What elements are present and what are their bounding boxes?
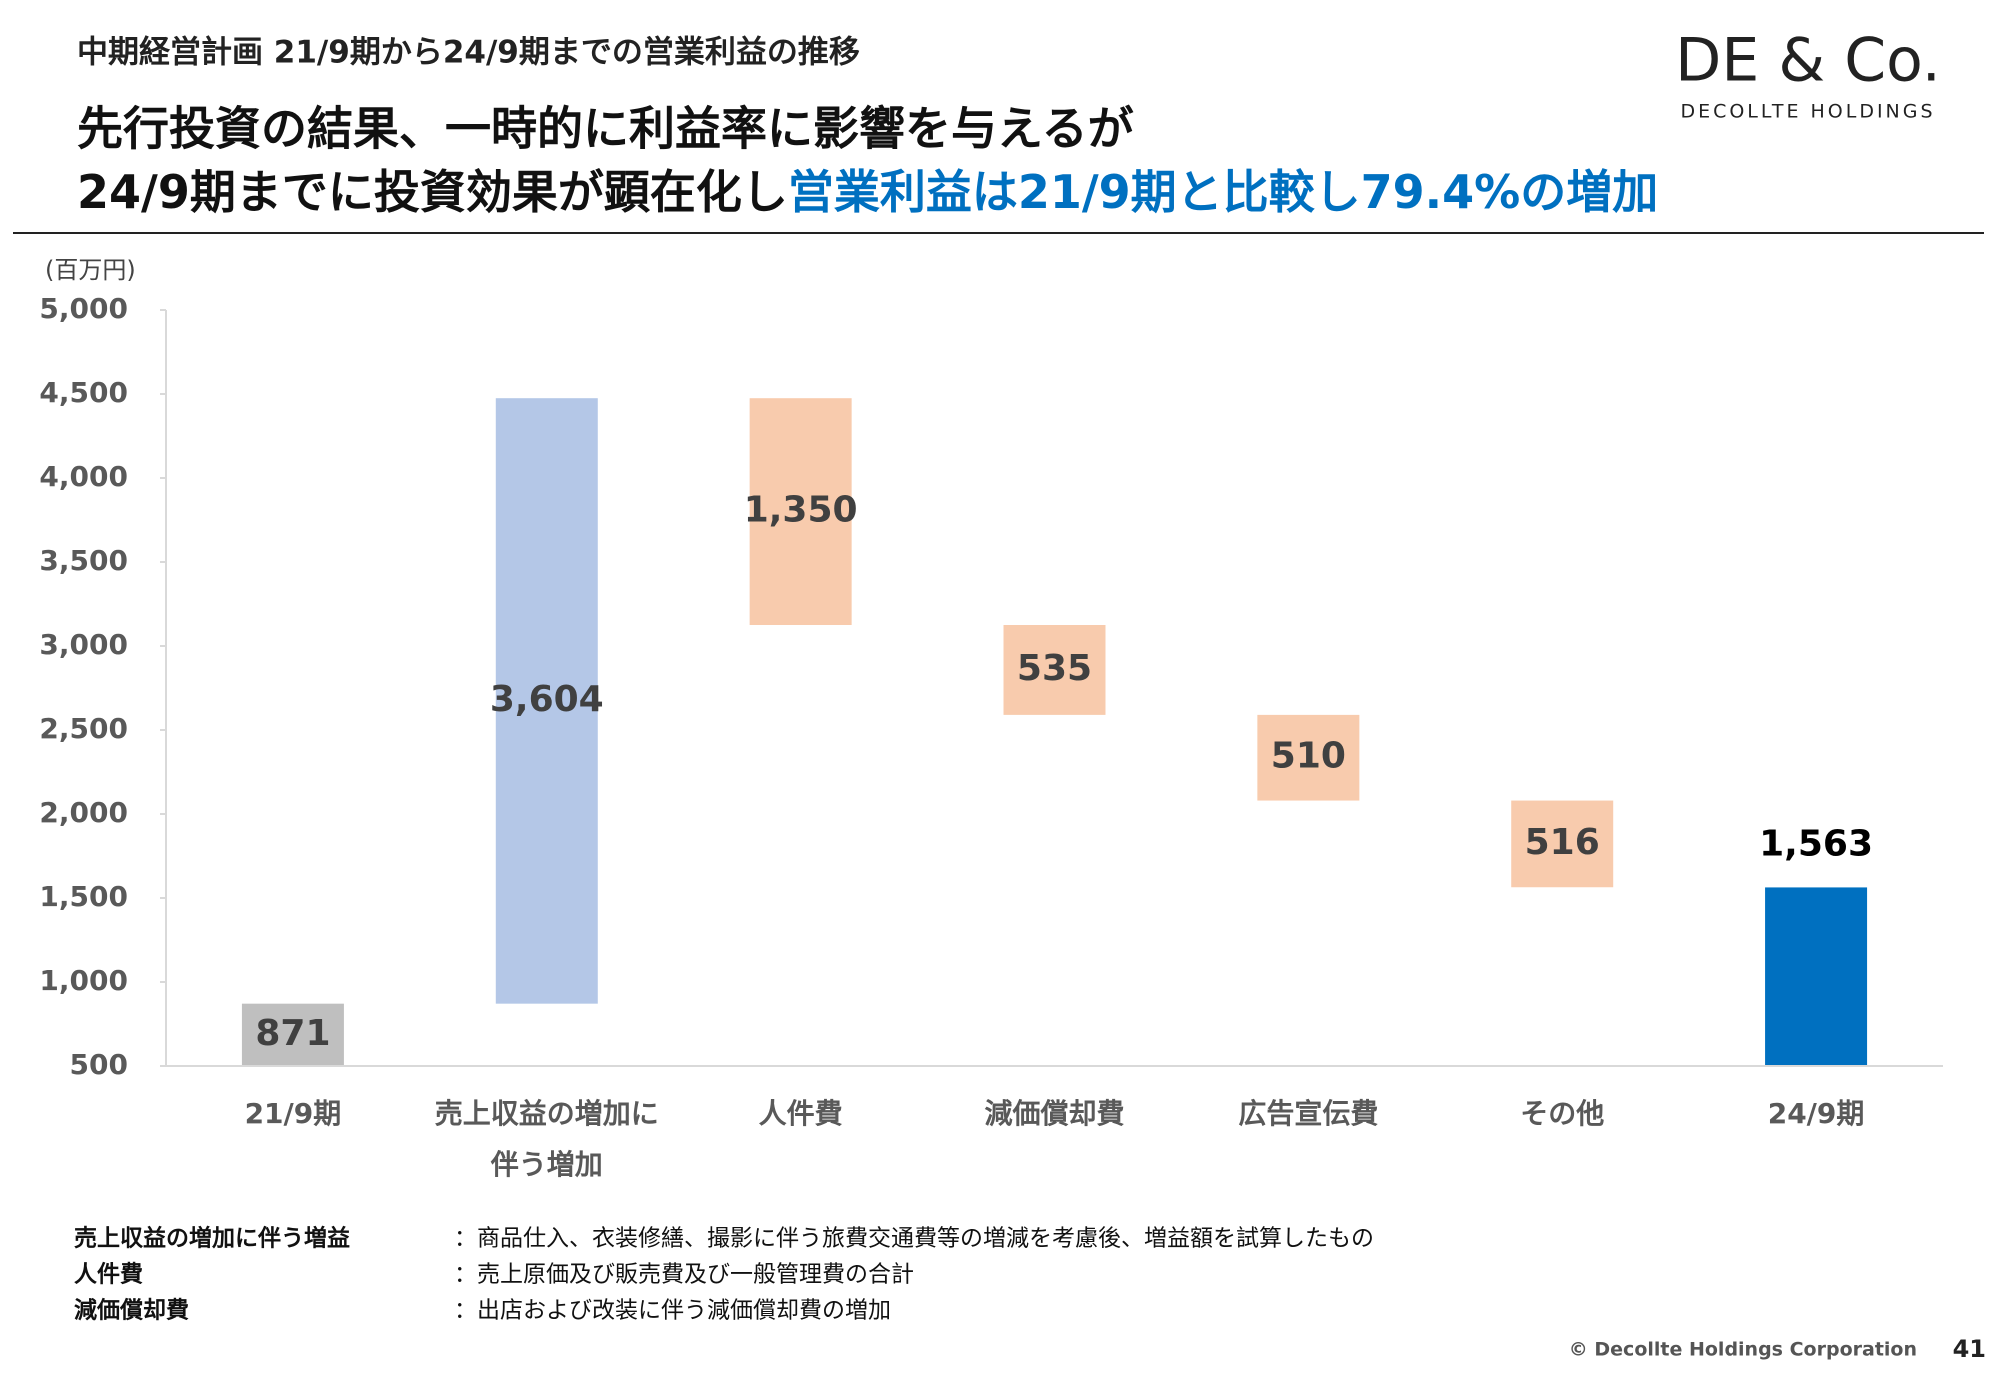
bar [1511, 800, 1614, 888]
y-tick-label: 500 [70, 1048, 128, 1081]
headline: 先行投資の結果、一時的に利益率に影響を与えるが [77, 102, 1134, 156]
x-tick-label: 21/9期 [245, 1097, 342, 1130]
note-desc: ：商品仕入、衣装修繕、撮影に伴う旅費交通費等の増減を考慮後、増益額を試算したもの [454, 1226, 1374, 1252]
copyright: © Decollte Holdings Corporation [1569, 1339, 1917, 1361]
value-label: 1,350 [744, 490, 858, 531]
y-tick-label: 3,000 [39, 628, 128, 661]
bar [749, 398, 852, 625]
y-tick-label: 4,500 [39, 376, 128, 409]
headline: 24/9期までに投資効果が顕在化し営業利益は21/9期と比較し79.4%の増加 [77, 165, 1658, 219]
y-tick-label: 3,500 [39, 544, 128, 577]
x-tick-label: 広告宣伝費 [1238, 1097, 1378, 1130]
logo: DE & Co. [1675, 26, 1941, 96]
y-tick-label: 2,000 [39, 796, 128, 829]
bar [1765, 887, 1868, 1066]
bar [1257, 714, 1360, 801]
value-label: 516 [1525, 822, 1600, 863]
x-tick-label: その他 [1520, 1097, 1604, 1130]
headline-part: 24/9期までに投資効果が顕在化し [77, 165, 788, 219]
headline-highlight: 営業利益は21/9期と比較し79.4%の増加 [788, 165, 1658, 219]
note-term: 減価償却費 [74, 1298, 189, 1324]
y-tick-label: 1,500 [39, 880, 128, 913]
y-tick-label: 1,000 [39, 964, 128, 997]
value-label: 535 [1017, 648, 1092, 689]
value-label: 510 [1271, 736, 1346, 777]
note-term: 売上収益の増加に伴う増益 [74, 1225, 350, 1252]
x-tick-line: 売上収益の増加に [435, 1097, 659, 1130]
x-tick-label: 減価償却費 [984, 1097, 1124, 1130]
y-tick-label: 4,000 [39, 460, 128, 493]
note-desc: ：売上原価及び販売費及び一般管理費の合計 [454, 1262, 914, 1288]
bar [241, 1003, 344, 1066]
value-label: 871 [255, 1013, 330, 1054]
x-tick-label: 売上収益の増加に伴う増加 [435, 1097, 659, 1181]
logo-sub: DECOLLTE HOLDINGS [1680, 101, 1935, 123]
bar [495, 398, 598, 1004]
y-tick-label: 2,500 [39, 712, 128, 745]
subtitle: 中期経営計画 21/9期から24/9期までの営業利益の推移 [77, 35, 860, 71]
x-tick-label: 人件費 [759, 1097, 843, 1130]
value-label: 1,563 [1759, 823, 1873, 864]
y-tick-label: 5,000 [39, 292, 128, 325]
note-term: 人件費 [74, 1262, 143, 1288]
x-tick-label: 24/9期 [1768, 1097, 1865, 1130]
x-tick-line: 伴う増加 [490, 1148, 603, 1181]
note-desc: ：出店および改装に伴う減価償却費の増加 [454, 1298, 891, 1324]
y-unit: (百万円) [45, 256, 136, 284]
bar [1003, 625, 1106, 715]
value-label: 3,604 [490, 679, 604, 720]
page-number: 41 [1953, 1335, 1986, 1363]
